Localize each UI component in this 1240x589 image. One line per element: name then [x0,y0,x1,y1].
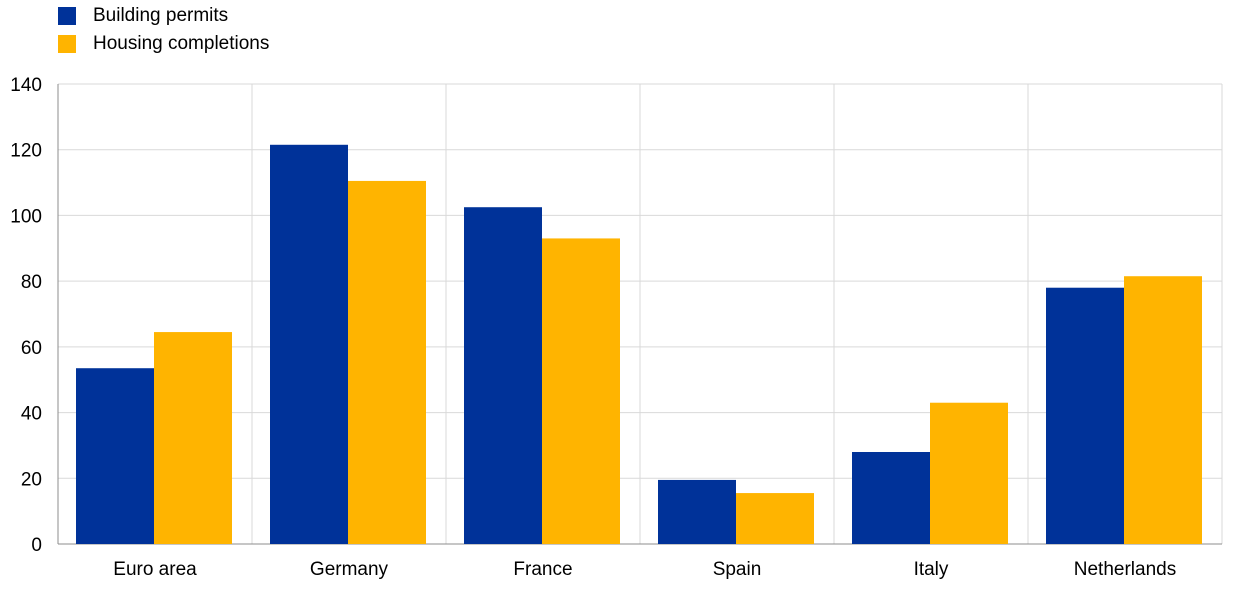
bar-housing-completions-0 [154,332,232,544]
y-tick-label-3: 60 [21,338,42,359]
y-tick-label-1: 20 [21,469,42,490]
chart-legend: Building permits Housing completions [58,2,269,58]
y-tick-label-0: 0 [31,535,42,556]
legend-item-building-permits: Building permits [58,2,269,30]
y-tick-label-7: 140 [10,75,42,96]
bar-building-permits-1 [270,144,348,545]
y-tick-label-5: 100 [10,206,42,227]
bar-building-permits-2 [464,207,542,544]
y-tick-label-6: 120 [10,141,42,162]
x-category-label-4: Italy [914,559,949,580]
legend-label-housing-completions: Housing completions [93,33,270,54]
bar-housing-completions-5 [1124,276,1202,544]
legend-swatch-building-permits [58,7,76,25]
y-tick-label-4: 80 [21,272,42,293]
bar-housing-completions-1 [348,180,426,544]
legend-swatch-housing-completions [58,35,76,53]
bar-building-permits-3 [658,479,736,544]
x-category-label-1: Germany [310,559,389,580]
bar-building-permits-0 [76,368,154,544]
legend-item-housing-completions: Housing completions [58,30,269,58]
legend-label-building-permits: Building permits [93,5,229,26]
x-category-label-0: Euro area [113,559,197,580]
bar-housing-completions-4 [930,402,1008,544]
bar-building-permits-4 [852,452,930,544]
bar-housing-completions-3 [736,493,814,544]
y-tick-label-2: 40 [21,404,42,425]
bar-housing-completions-2 [542,238,620,544]
x-category-label-5: Netherlands [1074,559,1176,580]
x-category-label-3: Spain [713,559,762,580]
x-category-label-2: France [513,559,572,580]
bar-building-permits-5 [1046,287,1124,544]
